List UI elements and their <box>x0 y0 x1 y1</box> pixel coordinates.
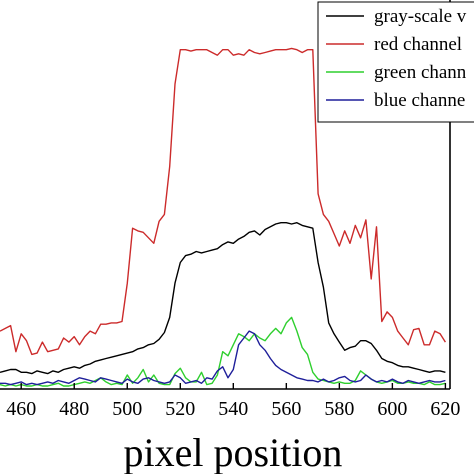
series-line-3 <box>0 330 446 386</box>
x-tick-label: 600 <box>377 398 407 420</box>
x-tick-label: 620 <box>430 398 460 420</box>
x-tick-label: 540 <box>218 398 248 420</box>
legend-label-0: gray-scale v <box>374 6 467 27</box>
legend-label-1: red channel <box>374 34 462 55</box>
legend-label-3: blue channe <box>374 90 465 111</box>
x-tick-label: 580 <box>324 398 354 420</box>
series-line-2 <box>0 316 446 387</box>
legend-box <box>317 1 474 123</box>
legend-label-2: green chann <box>374 62 467 83</box>
legend: gray-scale v red channel green chann blue c… <box>317 1 474 123</box>
series-line-0 <box>0 221 446 375</box>
x-tick-label: 500 <box>112 398 142 420</box>
x-tick-label: 480 <box>59 398 89 420</box>
x-axis-ticks: 460 480 500 520 540 560 580 600 620 <box>6 383 460 420</box>
x-tick-label: 520 <box>165 398 195 420</box>
series-line-1 <box>0 47 446 356</box>
x-tick-label: 560 <box>271 398 301 420</box>
x-axis-label: pixel position <box>124 430 343 474</box>
x-tick-label: 460 <box>6 398 36 420</box>
